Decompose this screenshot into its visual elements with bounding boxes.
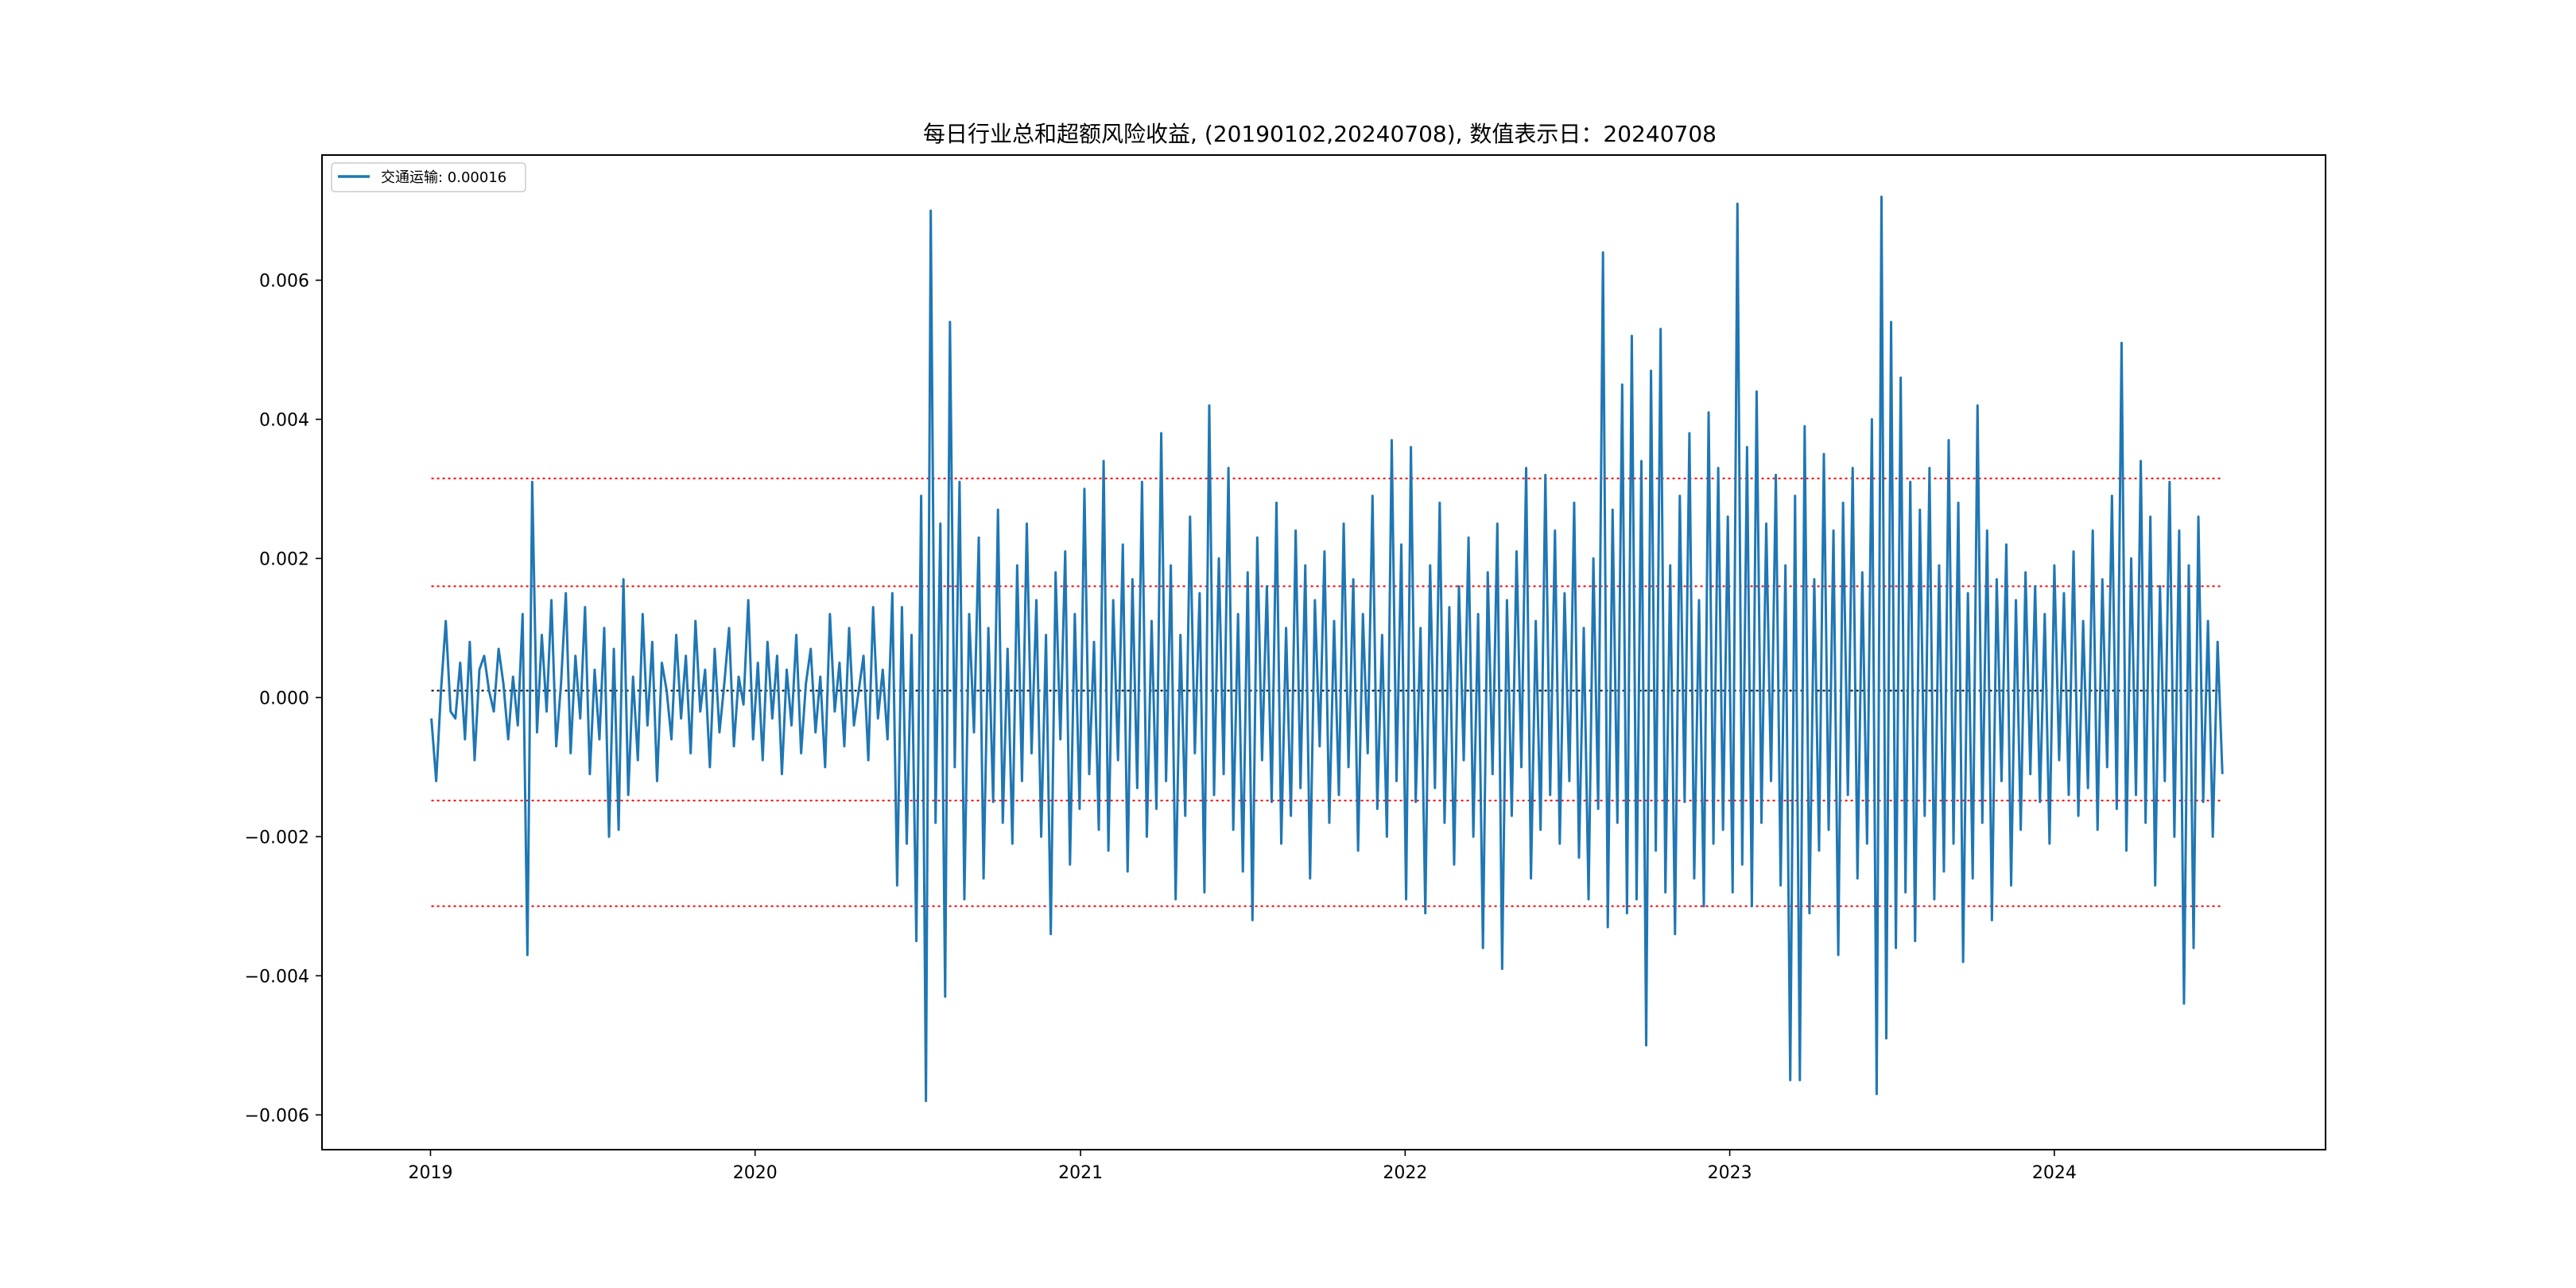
y-tick-label-0: −0.006	[245, 1106, 309, 1126]
y-axis: −0.006 −0.004 −0.002 0.000 0.002 0.004 0.006	[245, 271, 322, 1126]
y-tick-label-1: −0.004	[245, 967, 309, 987]
chart-title: 每日行业总和超额风险收益, (20190102,20240708), 数值表示日…	[923, 121, 1717, 147]
series-layer	[430, 195, 2224, 1103]
x-tick-label-2019: 2019	[408, 1163, 452, 1183]
x-tick-label-2022: 2022	[1383, 1163, 1427, 1183]
x-axis: 2019 2020 2021 2022 2023 2024	[408, 1150, 2077, 1183]
x-tick-label-2020: 2020	[733, 1163, 778, 1183]
y-tick-label-3: 0.000	[259, 689, 309, 708]
legend-box	[331, 162, 526, 192]
y-tick-label-6: 0.006	[259, 271, 309, 291]
x-tick-label-2024: 2024	[2032, 1163, 2077, 1183]
y-tick-label-5: 0.004	[259, 410, 309, 430]
y-tick-label-2: −0.002	[245, 828, 309, 848]
legend-label: 交通运输: 0.00016	[381, 169, 506, 186]
y-tick-label-4: 0.002	[259, 549, 309, 569]
series-line-0	[430, 195, 2224, 1103]
legend: 交通运输: 0.00016	[331, 162, 526, 192]
plot-area-frame	[321, 154, 2326, 1150]
x-tick-label-2023: 2023	[1708, 1163, 1752, 1183]
x-tick-label-2021: 2021	[1058, 1163, 1103, 1183]
